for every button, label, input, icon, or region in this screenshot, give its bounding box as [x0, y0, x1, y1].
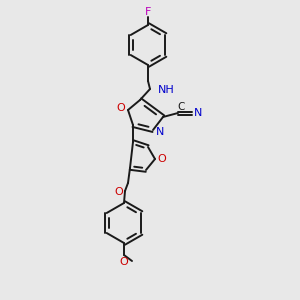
Text: N: N [194, 108, 202, 118]
Text: NH: NH [158, 85, 175, 95]
Text: O: O [115, 187, 123, 197]
Text: C: C [177, 102, 185, 112]
Text: O: O [120, 257, 128, 267]
Text: N: N [156, 127, 164, 137]
Text: F: F [145, 7, 151, 17]
Text: O: O [158, 154, 166, 164]
Text: O: O [117, 103, 125, 113]
